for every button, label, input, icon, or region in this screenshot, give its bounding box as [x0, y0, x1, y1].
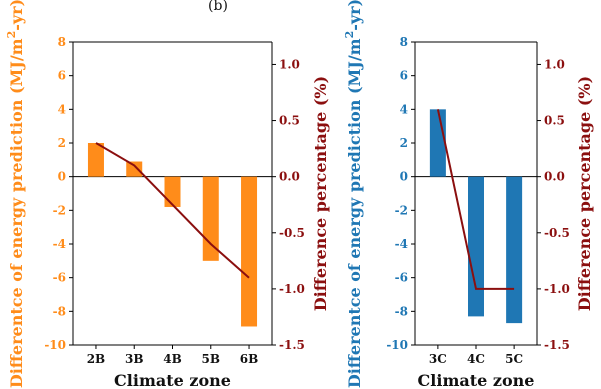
y-axis-label: Differentce of energy prediction (MJ/m2-…: [5, 0, 26, 388]
y2-tick-label: -1.5: [279, 338, 305, 352]
y-tick-label: -2: [53, 203, 66, 217]
y-tick-label: 0: [400, 170, 408, 184]
y2-tick-label: 0.5: [279, 114, 300, 128]
y2-tick-label: -0.5: [544, 226, 570, 240]
y-tick-label: -10: [44, 338, 66, 352]
y2-tick-label: -1.5: [544, 338, 570, 352]
y-tick-label: 6: [400, 69, 408, 83]
bar-3C: [429, 109, 446, 177]
y-tick-label: -2: [395, 203, 408, 217]
y-tick-label: 8: [58, 35, 66, 49]
y2-tick-label: -0.5: [279, 226, 305, 240]
bar-5C: [506, 176, 523, 324]
x-tick-label: 3C: [429, 352, 447, 366]
y-tick-label: -4: [53, 237, 66, 251]
y2-tick-label: 1.0: [279, 57, 300, 71]
bar-6B: [241, 176, 258, 327]
y-tick-label: 2: [400, 136, 408, 150]
x-tick-label: 4B: [163, 352, 182, 366]
x-tick-label: 5B: [202, 352, 221, 366]
y2-axis-label: Difference percentage (%): [575, 76, 594, 311]
x-tick-label: 2B: [87, 352, 106, 366]
y2-tick-label: 1.0: [544, 57, 565, 71]
y-tick-label: 4: [400, 102, 408, 116]
percentage-line: [436, 109, 515, 290]
y2-tick-label: -1.0: [279, 282, 305, 296]
y-tick-label: 4: [58, 102, 66, 116]
x-tick-label: 4C: [467, 352, 485, 366]
x-tick-label: 3B: [125, 352, 144, 366]
y-tick-label: -6: [53, 271, 66, 285]
percentage-line: [95, 142, 250, 279]
bar-4B: [164, 176, 181, 207]
y2-tick-label: 0.0: [544, 170, 565, 184]
y-tick-label: 6: [58, 69, 66, 83]
y-tick-label: -8: [395, 304, 408, 318]
y-tick-label: 8: [400, 35, 408, 49]
bar-2B: [87, 143, 104, 177]
y-tick-label: -4: [395, 237, 408, 251]
bar-4C: [468, 176, 484, 317]
y-tick-label: 0: [58, 170, 66, 184]
y2-tick-label: 0.5: [544, 114, 565, 128]
y2-tick-label: -1.0: [544, 282, 570, 296]
y-tick-label: 2: [58, 136, 66, 150]
chart-right: -10 -8 -6 -4 -2 0 2 4 6 8 -1.5 -1.0 -0.5 0.0 0.5 1.0 3C 4…: [343, 0, 594, 389]
bar-3B: [126, 161, 143, 177]
x-tick-label: 6B: [240, 352, 259, 366]
x-tick-label: 5C: [505, 352, 523, 366]
x-axis-label: Climate zone: [418, 371, 535, 389]
y2-tick-label: 0.0: [279, 170, 300, 184]
y-axis-label: Differentce of energy prediction (MJ/m2-…: [343, 0, 364, 388]
y-tick-label: -10: [386, 338, 408, 352]
chart-left: -10 -8 -6 -4 -2 0 2 4 6 8 -1.5 -1.0 -0.5 0.0 0.5 1.0 2B 3…: [5, 0, 330, 389]
y-tick-label: -6: [395, 271, 408, 285]
y2-axis-label: Difference percentage (%): [311, 76, 330, 311]
y-tick-label: -8: [53, 304, 66, 318]
panel-label: (b): [208, 0, 228, 14]
x-axis-label: Climate zone: [114, 371, 231, 389]
